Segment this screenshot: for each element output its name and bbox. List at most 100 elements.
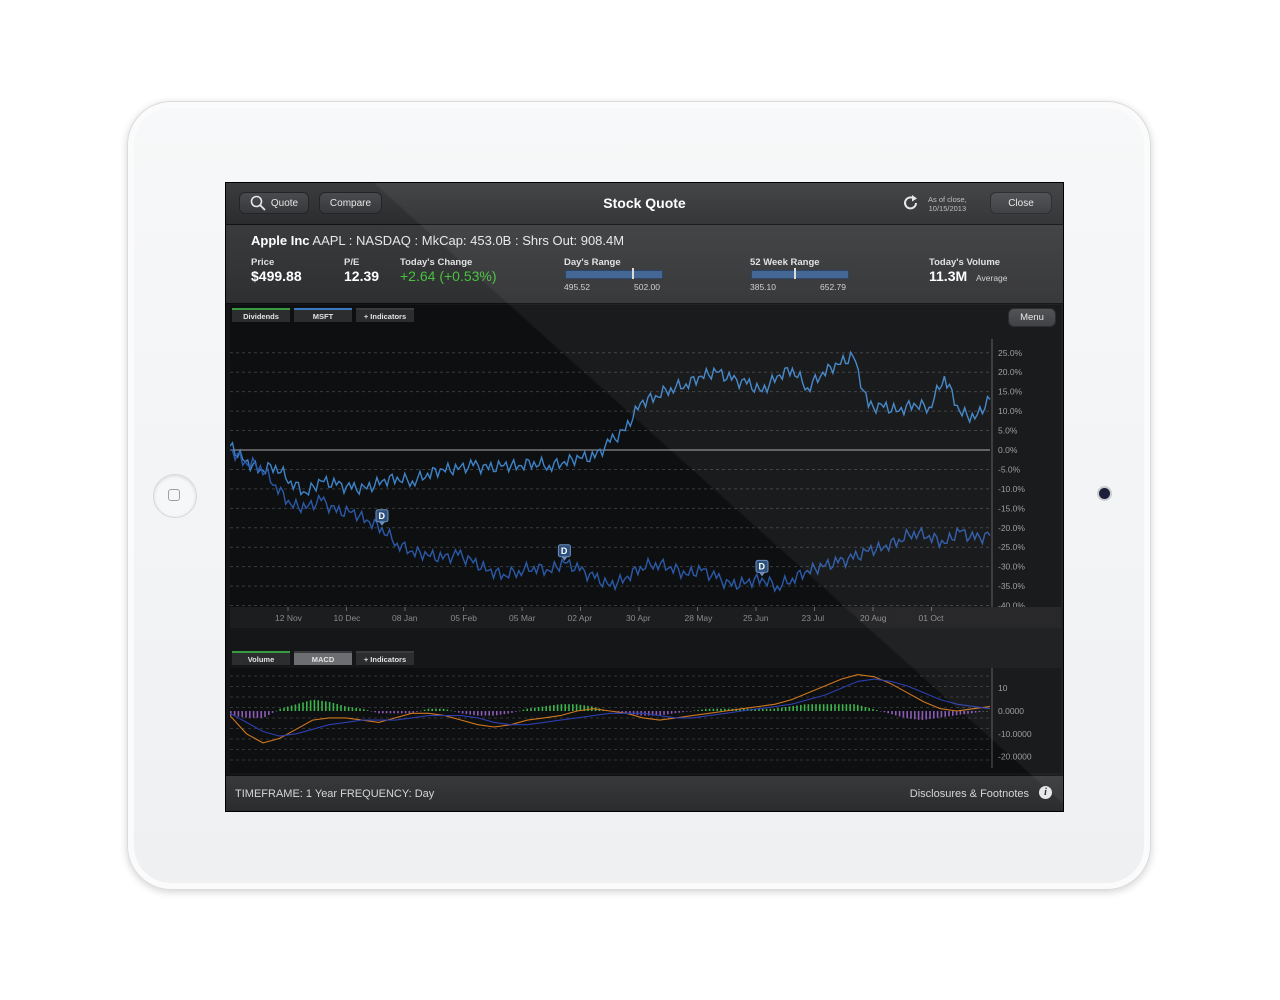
quote-button-label: Quote [270,197,299,209]
histogram-bar [898,711,901,717]
histogram-bar [906,711,908,719]
refresh-icon[interactable] [902,194,920,212]
x-axis-band [230,607,1061,628]
histogram-bar [629,711,631,714]
tab-dividends[interactable]: Dividends [232,308,290,322]
histogram-bar [857,704,859,712]
histogram-bar [948,711,950,717]
y-tick-label: -5.0% [998,464,1021,474]
x-tick-label: 12 Nov [275,613,303,623]
dividend-marker-pointer [561,556,568,561]
as-of-line1: As of close, [928,195,967,204]
compare-button[interactable]: Compare [319,192,382,214]
histogram-bar [986,711,988,712]
volume-label: Today's Volume [929,257,1001,268]
close-button[interactable]: Close [990,192,1052,214]
tab-volume[interactable]: Volume [232,651,290,665]
home-button[interactable] [153,474,197,518]
histogram-bar [537,707,540,712]
pe-label: P/E [344,257,360,268]
histogram-bar [279,708,281,712]
histogram-bar [773,708,775,712]
histogram-bar [887,711,889,714]
histogram-bar [879,711,882,712]
week52-range-marker [794,268,797,279]
histogram-bar [944,711,946,717]
histogram-bar [241,711,243,718]
histogram-bar [366,710,369,712]
info-icon[interactable]: i [1039,786,1052,799]
histogram-bar [382,711,384,714]
as-of-line2: 10/15/2013 [928,204,967,213]
quote-button[interactable]: Quote [239,192,309,214]
y-tick-label: 10.0% [998,406,1023,416]
histogram-bar [655,711,658,716]
histogram-bar [469,711,471,715]
histogram-bar [420,710,422,712]
histogram-bar [480,711,483,716]
x-tick-label: 30 Apr [626,613,651,623]
days-range-marker [632,268,635,279]
histogram-bar [397,711,399,714]
x-tick-label: 05 Feb [451,613,478,623]
camera-icon [1099,488,1110,499]
histogram-bar [921,711,924,720]
histogram-bar [807,704,810,712]
histogram-bar [826,704,829,712]
price-chart[interactable]: 25.0% 20.0% 15.0% 10.0% 5.0% 0.0% -5.0% -10.0% -… [230,305,1061,628]
tab-msft[interactable]: MSFT [294,308,352,322]
histogram-bar [556,704,559,712]
macd-chart[interactable]: 10 0.0000 -10.0000 -20.0000 [230,668,1061,773]
histogram-bar [830,704,832,712]
price-value: $499.88 [251,268,302,284]
histogram-bar [708,708,711,712]
y-tick-label: -15.0% [998,503,1025,513]
histogram-bar [845,704,848,712]
tab-macd[interactable]: MACD [294,651,352,665]
histogram-bar [724,708,726,712]
histogram-bar [803,704,806,712]
histogram-bar [712,708,715,712]
histogram-bar [416,711,418,712]
tab-indicators[interactable]: + Indicators [356,308,414,322]
histogram-bar [621,711,623,713]
histogram-bar [651,711,654,716]
volume-sub: Average [976,273,1008,283]
change-label: Today's Change [400,257,473,268]
histogram-bar [245,711,247,718]
dividend-marker-letter: D [759,561,766,571]
histogram-bar [290,705,293,712]
y-tick-label: 15.0% [998,387,1023,397]
tab-lower-indicators[interactable]: + Indicators [356,651,414,665]
histogram-bar [477,711,479,716]
histogram-bar [891,711,893,715]
menu-button[interactable]: Menu [1008,308,1056,327]
histogram-bar [306,701,308,712]
histogram-bar [499,711,502,715]
histogram-bar [632,711,635,715]
x-tick-label: 02 Apr [568,613,593,623]
histogram-bar [860,705,863,712]
histogram-bar [427,708,430,712]
histogram-bar [313,699,316,712]
x-tick-label: 10 Dec [334,613,362,623]
quote-details: AAPL : NASDAQ : MkCap: 453.0B : Shrs Out… [312,233,625,248]
disclosures-link[interactable]: Disclosures & Footnotes [909,788,1029,800]
histogram-bar [758,708,760,712]
histogram-bar [534,707,536,712]
histogram-bar [648,711,650,716]
histogram-bar [237,711,240,717]
macd-y-tick-label: 0.0000 [998,706,1024,716]
timeframe-text: TIMEFRAME: 1 Year FREQUENCY: Day [235,788,435,800]
histogram-bar [268,711,270,716]
histogram-bar [351,707,354,712]
histogram-bar [340,705,342,712]
histogram-bar [955,711,958,716]
histogram-bar [974,711,977,713]
week52-range-bar [751,270,849,279]
price-label: Price [251,257,275,268]
histogram-bar [800,704,802,712]
histogram-bar [864,706,867,712]
histogram-bar [283,707,285,712]
histogram-bar [834,704,836,712]
